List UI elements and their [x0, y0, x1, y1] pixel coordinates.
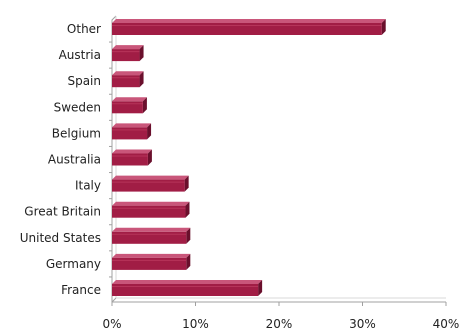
- category-label: United States: [20, 231, 101, 245]
- category-label: Great Britain: [24, 205, 101, 219]
- bar: [112, 45, 144, 62]
- bar-front-face: [112, 75, 140, 88]
- bar-side-face: [142, 97, 147, 114]
- bar-top-face: [112, 123, 152, 128]
- bar-top-face: [112, 280, 263, 284]
- bar: [112, 123, 152, 140]
- bar-front-face: [112, 257, 187, 270]
- bar-side-face: [381, 19, 386, 35]
- bar-top-face: [112, 71, 144, 76]
- bar-top-face: [112, 149, 152, 154]
- category-label: Belgium: [52, 126, 101, 140]
- bar-side-face: [139, 45, 144, 62]
- category-label: Sweden: [54, 100, 101, 114]
- bar-top-face: [112, 45, 144, 50]
- bar-side-face: [147, 123, 152, 140]
- bar: [112, 19, 386, 35]
- bar-top-face: [112, 253, 191, 258]
- bar-front-face: [112, 23, 382, 35]
- bar: [112, 175, 189, 192]
- bar-side-face: [139, 71, 144, 88]
- x-tick-label: 0%: [102, 317, 121, 331]
- bar: [112, 280, 263, 296]
- bar-front-face: [112, 127, 148, 140]
- category-label: Germany: [46, 257, 101, 271]
- category-label: Italy: [75, 179, 101, 193]
- bar-side-face: [184, 175, 189, 192]
- bar: [112, 253, 191, 270]
- bar: [112, 97, 147, 114]
- bar-side-face: [147, 149, 152, 166]
- bar-top-face: [112, 175, 189, 180]
- category-labels: Other Austria Spain Sweden Belgium Australia I…: [20, 22, 101, 297]
- category-label: Australia: [48, 153, 101, 167]
- bar-top-face: [112, 97, 147, 102]
- category-label: Spain: [67, 74, 101, 88]
- bar-side-face: [186, 227, 191, 244]
- bar-side-face: [258, 280, 263, 296]
- x-tick-label: 40%: [433, 317, 460, 331]
- bar-side-face: [185, 201, 190, 218]
- bar-front-face: [112, 284, 259, 296]
- bar-top-face: [112, 201, 190, 206]
- bar: [112, 201, 190, 218]
- bar: [112, 149, 152, 166]
- x-tick-label: 10%: [182, 317, 209, 331]
- bars-layer: [112, 19, 386, 296]
- bar: [112, 71, 144, 88]
- x-tick-labels: 0% 10% 20% 30% 40%: [102, 302, 459, 331]
- bar-top-face: [112, 19, 386, 23]
- x-tick-label: 30%: [349, 317, 376, 331]
- bar-top-face: [112, 227, 191, 232]
- category-label: Other: [67, 22, 101, 36]
- bar-front-face: [112, 231, 187, 244]
- category-label: Austria: [59, 48, 101, 62]
- bar-front-face: [112, 205, 186, 218]
- x-tick-label: 20%: [266, 317, 293, 331]
- bar-front-face: [112, 49, 140, 62]
- bar-side-face: [186, 253, 191, 270]
- bar-front-face: [112, 101, 143, 114]
- category-label: France: [61, 283, 101, 297]
- bar-front-face: [112, 153, 148, 166]
- axis-floor-edge: [111, 297, 117, 303]
- bar: [112, 227, 191, 244]
- bar-front-face: [112, 179, 185, 192]
